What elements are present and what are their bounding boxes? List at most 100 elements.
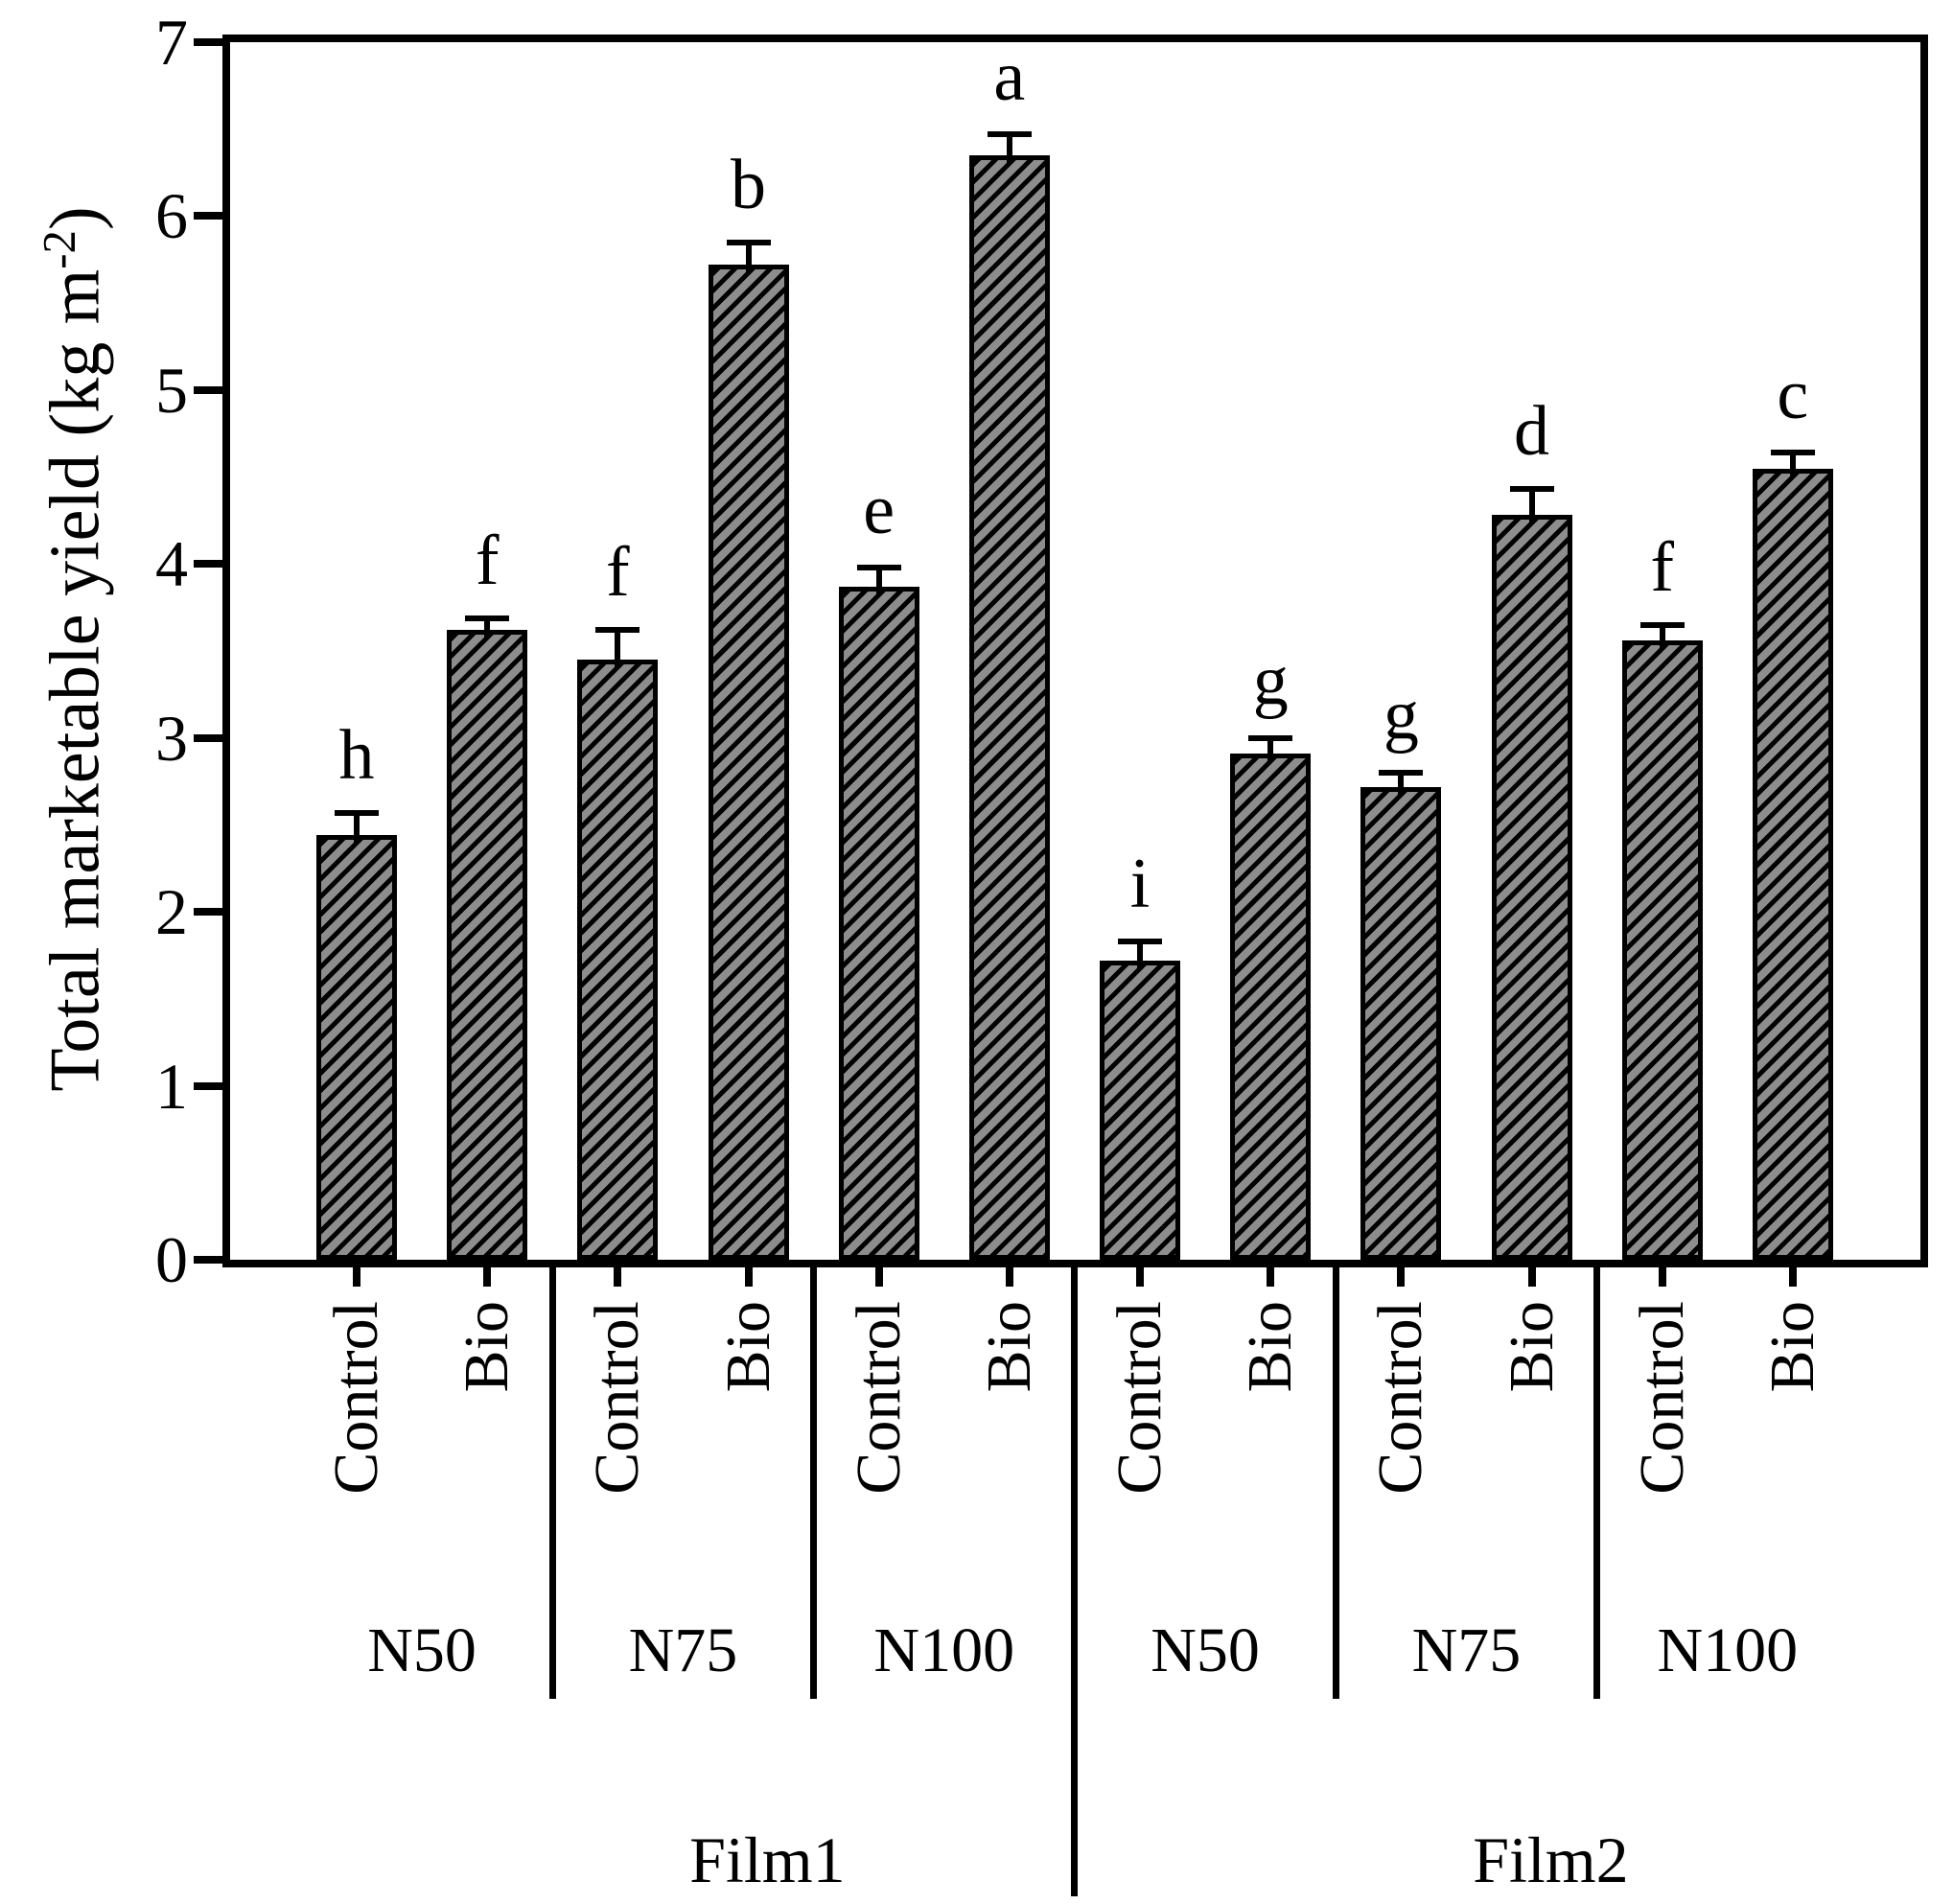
y-axis-tick xyxy=(194,1256,230,1264)
significance-letter: d xyxy=(1514,392,1550,472)
y-tick-label: 6 xyxy=(155,179,188,253)
error-bar-whisker xyxy=(484,617,491,639)
y-tick-label: 4 xyxy=(155,527,188,601)
x-axis-tick xyxy=(1527,1260,1536,1287)
y-axis-tick xyxy=(194,212,230,221)
group-separator xyxy=(1593,1260,1601,1699)
bar xyxy=(316,835,397,1260)
error-bar-whisker xyxy=(1006,134,1012,163)
bar xyxy=(968,154,1050,1260)
n-group-label-film1-n75: N75 xyxy=(628,1615,738,1685)
significance-letter: g xyxy=(1383,676,1419,755)
treatment-label: Bio xyxy=(1235,1301,1306,1393)
error-bar-cap xyxy=(595,627,640,634)
bar xyxy=(1752,468,1833,1260)
bar xyxy=(447,630,528,1260)
error-bar-cap xyxy=(856,564,901,570)
y-tick-label: 2 xyxy=(155,875,188,949)
film-label-film1: Film1 xyxy=(689,1823,846,1896)
group-separator xyxy=(548,1260,556,1699)
n-group-label-film2-n100: N100 xyxy=(1657,1615,1799,1685)
error-bar-cap xyxy=(1509,486,1554,493)
significance-letter: b xyxy=(731,145,766,224)
treatment-label: Control xyxy=(1365,1301,1436,1495)
error-bar-whisker xyxy=(615,630,621,668)
x-axis-tick xyxy=(483,1260,492,1287)
x-axis-tick xyxy=(353,1260,360,1287)
n-group-label-film2-n50: N50 xyxy=(1151,1615,1260,1685)
bar xyxy=(1360,786,1442,1260)
treatment-label: Control xyxy=(321,1301,391,1495)
significance-letter: i xyxy=(1129,844,1151,923)
significance-letter: f xyxy=(606,533,630,613)
bar xyxy=(1491,515,1572,1260)
treatment-label: Bio xyxy=(1496,1301,1567,1393)
error-bar-whisker xyxy=(1267,737,1274,762)
x-axis-tick xyxy=(1788,1260,1797,1287)
bar xyxy=(708,265,789,1260)
error-bar-cap xyxy=(1248,734,1293,741)
error-bar-whisker xyxy=(875,567,882,594)
x-axis-tick xyxy=(1658,1260,1666,1287)
treatment-label: Control xyxy=(1104,1301,1175,1495)
x-axis-tick xyxy=(1005,1260,1013,1287)
y-tick-label: 0 xyxy=(155,1223,188,1296)
x-axis-tick xyxy=(1267,1260,1275,1287)
x-axis-tick xyxy=(1397,1260,1406,1287)
error-bar-whisker xyxy=(1789,453,1796,476)
treatment-label: Bio xyxy=(1756,1301,1827,1393)
error-bar-cap xyxy=(1639,621,1685,628)
error-bar-whisker xyxy=(1398,773,1405,795)
y-axis-tick xyxy=(194,1081,230,1090)
bar xyxy=(1100,960,1181,1260)
error-bar-cap xyxy=(1118,938,1163,944)
error-bar-cap xyxy=(1379,770,1424,776)
group-separator xyxy=(1332,1260,1339,1699)
n-group-label-film1-n100: N100 xyxy=(873,1615,1015,1685)
error-bar-cap xyxy=(987,131,1032,138)
significance-letter: f xyxy=(475,521,500,600)
error-bar-cap xyxy=(465,615,510,621)
y-tick-label: 3 xyxy=(155,701,188,775)
group-separator xyxy=(810,1260,818,1699)
error-bar-whisker xyxy=(1137,940,1144,968)
y-tick-label: 7 xyxy=(155,6,188,79)
treatment-label: Control xyxy=(843,1301,914,1495)
y-axis-tick xyxy=(194,560,230,569)
bar xyxy=(838,586,919,1260)
significance-letter: g xyxy=(1252,640,1289,720)
significance-letter: f xyxy=(1650,527,1675,607)
film-separator xyxy=(1071,1260,1079,1896)
significance-letter: c xyxy=(1777,356,1809,435)
treatment-label: Bio xyxy=(712,1301,783,1393)
bar xyxy=(577,660,659,1260)
error-bar-whisker xyxy=(354,812,360,844)
y-axis-tick xyxy=(194,385,230,394)
x-axis-tick xyxy=(744,1260,753,1287)
y-tick-label: 1 xyxy=(155,1049,188,1123)
significance-letter: h xyxy=(338,715,375,795)
y-tick-label: 5 xyxy=(155,353,188,427)
error-bar-whisker xyxy=(1528,489,1535,523)
error-bar-cap xyxy=(335,809,379,816)
bar xyxy=(1230,754,1312,1260)
treatment-label: Control xyxy=(1626,1301,1697,1495)
significance-letter: e xyxy=(863,470,895,549)
n-group-label-film1-n50: N50 xyxy=(367,1615,477,1685)
y-axis-tick xyxy=(194,38,230,46)
treatment-label: Control xyxy=(582,1301,653,1495)
x-axis-tick xyxy=(614,1260,622,1287)
error-bar-cap xyxy=(726,239,771,245)
error-bar-whisker xyxy=(1659,624,1665,649)
error-bar-cap xyxy=(1770,450,1815,456)
treatment-label: Bio xyxy=(973,1301,1044,1393)
x-axis-tick xyxy=(874,1260,883,1287)
error-bar-whisker xyxy=(745,242,752,273)
significance-letter: a xyxy=(993,37,1026,117)
film-label-film2: Film2 xyxy=(1473,1823,1629,1896)
y-axis-tick xyxy=(194,908,230,917)
x-axis-tick xyxy=(1136,1260,1145,1287)
treatment-label: Bio xyxy=(452,1301,523,1393)
y-axis-tick xyxy=(194,733,230,742)
